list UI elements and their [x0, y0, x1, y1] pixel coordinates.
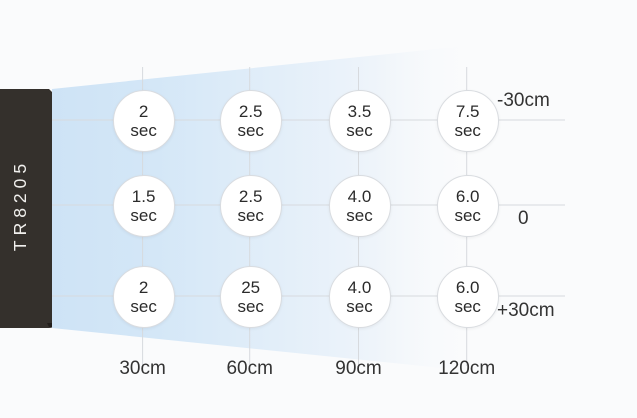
svg-text:TR8205: TR8205 [10, 159, 30, 251]
